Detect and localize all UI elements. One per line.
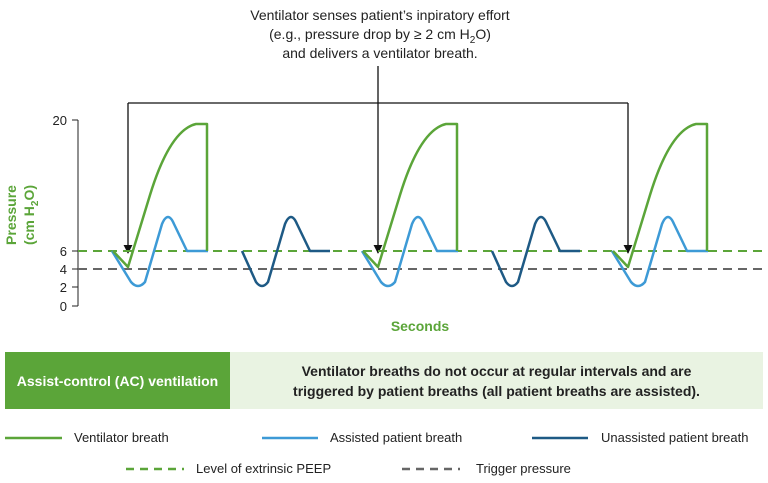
ventilator-breath-2: [362, 122, 459, 269]
x-axis-label: Seconds: [391, 318, 450, 334]
unassisted-patient-breath-1: [240, 215, 330, 288]
ventilator-breath-3: [612, 122, 709, 269]
legend-label-assisted: Assisted patient breath: [330, 430, 462, 445]
callout-line-3: and delivers a ventilator breath.: [282, 45, 477, 61]
svg-text:(cm H2O): (cm H2O): [21, 185, 41, 245]
y-tick-label-2: 2: [60, 280, 67, 295]
y-tick-label-20: 20: [53, 113, 67, 128]
y-tick-label-0: 0: [60, 299, 67, 314]
y-tick-label-4: 4: [60, 262, 67, 277]
mode-description-line-2: triggered by patient breaths (all patien…: [293, 382, 700, 399]
y-axis-label: Pressure (cm H2O): [3, 185, 41, 245]
callout-line-2: (e.g., pressure drop by ≥ 2 cm H2O): [269, 26, 491, 46]
legend-label-ventilator: Ventilator breath: [74, 430, 169, 445]
unassisted-patient-breath-2: [490, 215, 580, 288]
assisted-patient-breath-3: [610, 215, 708, 288]
ventilator-breath-1: [112, 122, 209, 269]
mode-banner: Assist-control (AC) ventilation Ventilat…: [5, 352, 763, 409]
legend-label-unassisted: Unassisted patient breath: [601, 430, 748, 445]
assisted-patient-breath-1: [110, 215, 208, 288]
legend-label-peep: Level of extrinsic PEEP: [196, 461, 331, 476]
mode-description: Ventilator breaths do not occur at regul…: [230, 352, 763, 409]
callout-line-1: Ventilator senses patient’s inpiratory e…: [250, 7, 510, 23]
assisted-patient-breath-2: [360, 215, 458, 288]
mode-description-line-1: Ventilator breaths do not occur at regul…: [301, 362, 692, 379]
mode-name: Assist-control (AC) ventilation: [5, 352, 230, 409]
legend-label-trigger: Trigger pressure: [476, 461, 571, 476]
svg-text:Pressure: Pressure: [3, 185, 19, 245]
y-tick-label-6: 6: [60, 244, 67, 259]
